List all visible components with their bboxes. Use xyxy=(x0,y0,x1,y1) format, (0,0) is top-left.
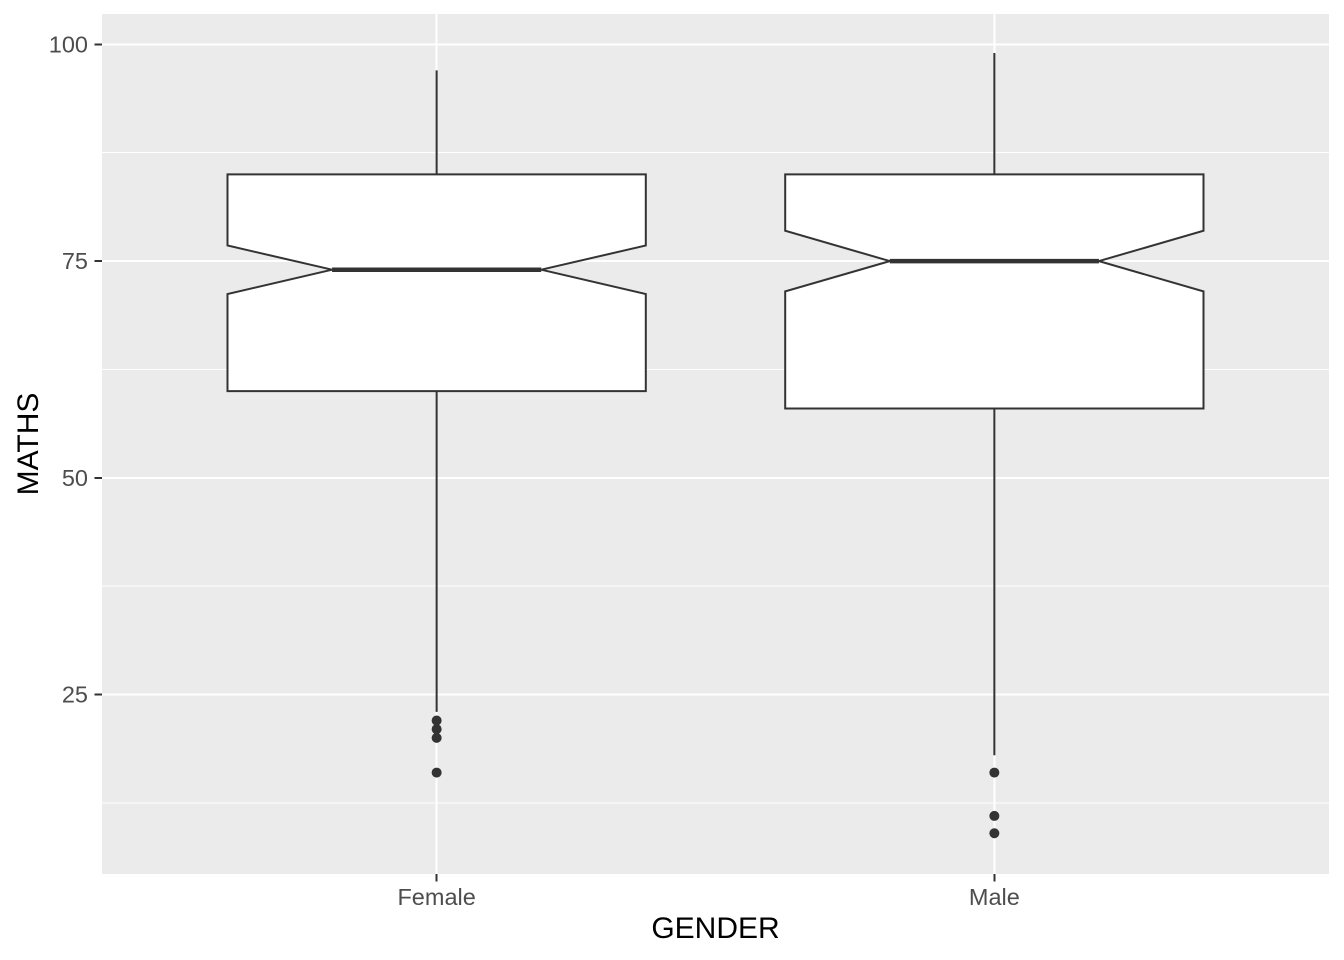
plot-panel xyxy=(102,14,1329,874)
outlier-point xyxy=(431,715,442,726)
outlier-point xyxy=(431,724,442,735)
notched-box xyxy=(226,173,647,393)
y-tick-label: 25 xyxy=(62,682,88,708)
axes: 25 50 75 100 Female Male xyxy=(49,31,1020,910)
notched-box xyxy=(784,173,1205,410)
x-axis-title: GENDER xyxy=(651,912,779,945)
outlier-point xyxy=(989,810,1000,821)
outlier-point xyxy=(989,828,1000,839)
box-group-female xyxy=(226,70,647,778)
box-group-male xyxy=(784,53,1205,839)
x-tick-label: Male xyxy=(969,884,1020,910)
y-axis-title: MATHS xyxy=(12,393,45,496)
panel-background xyxy=(102,14,1329,874)
outlier-point xyxy=(431,767,442,778)
y-tick-label: 75 xyxy=(62,248,88,274)
outlier-point xyxy=(989,767,1000,778)
y-tick-label: 50 xyxy=(62,465,88,491)
boxplot-marks xyxy=(226,53,1205,839)
outlier-point xyxy=(431,732,442,743)
x-tick-label: Female xyxy=(397,884,475,910)
y-tick-label: 100 xyxy=(49,31,88,57)
